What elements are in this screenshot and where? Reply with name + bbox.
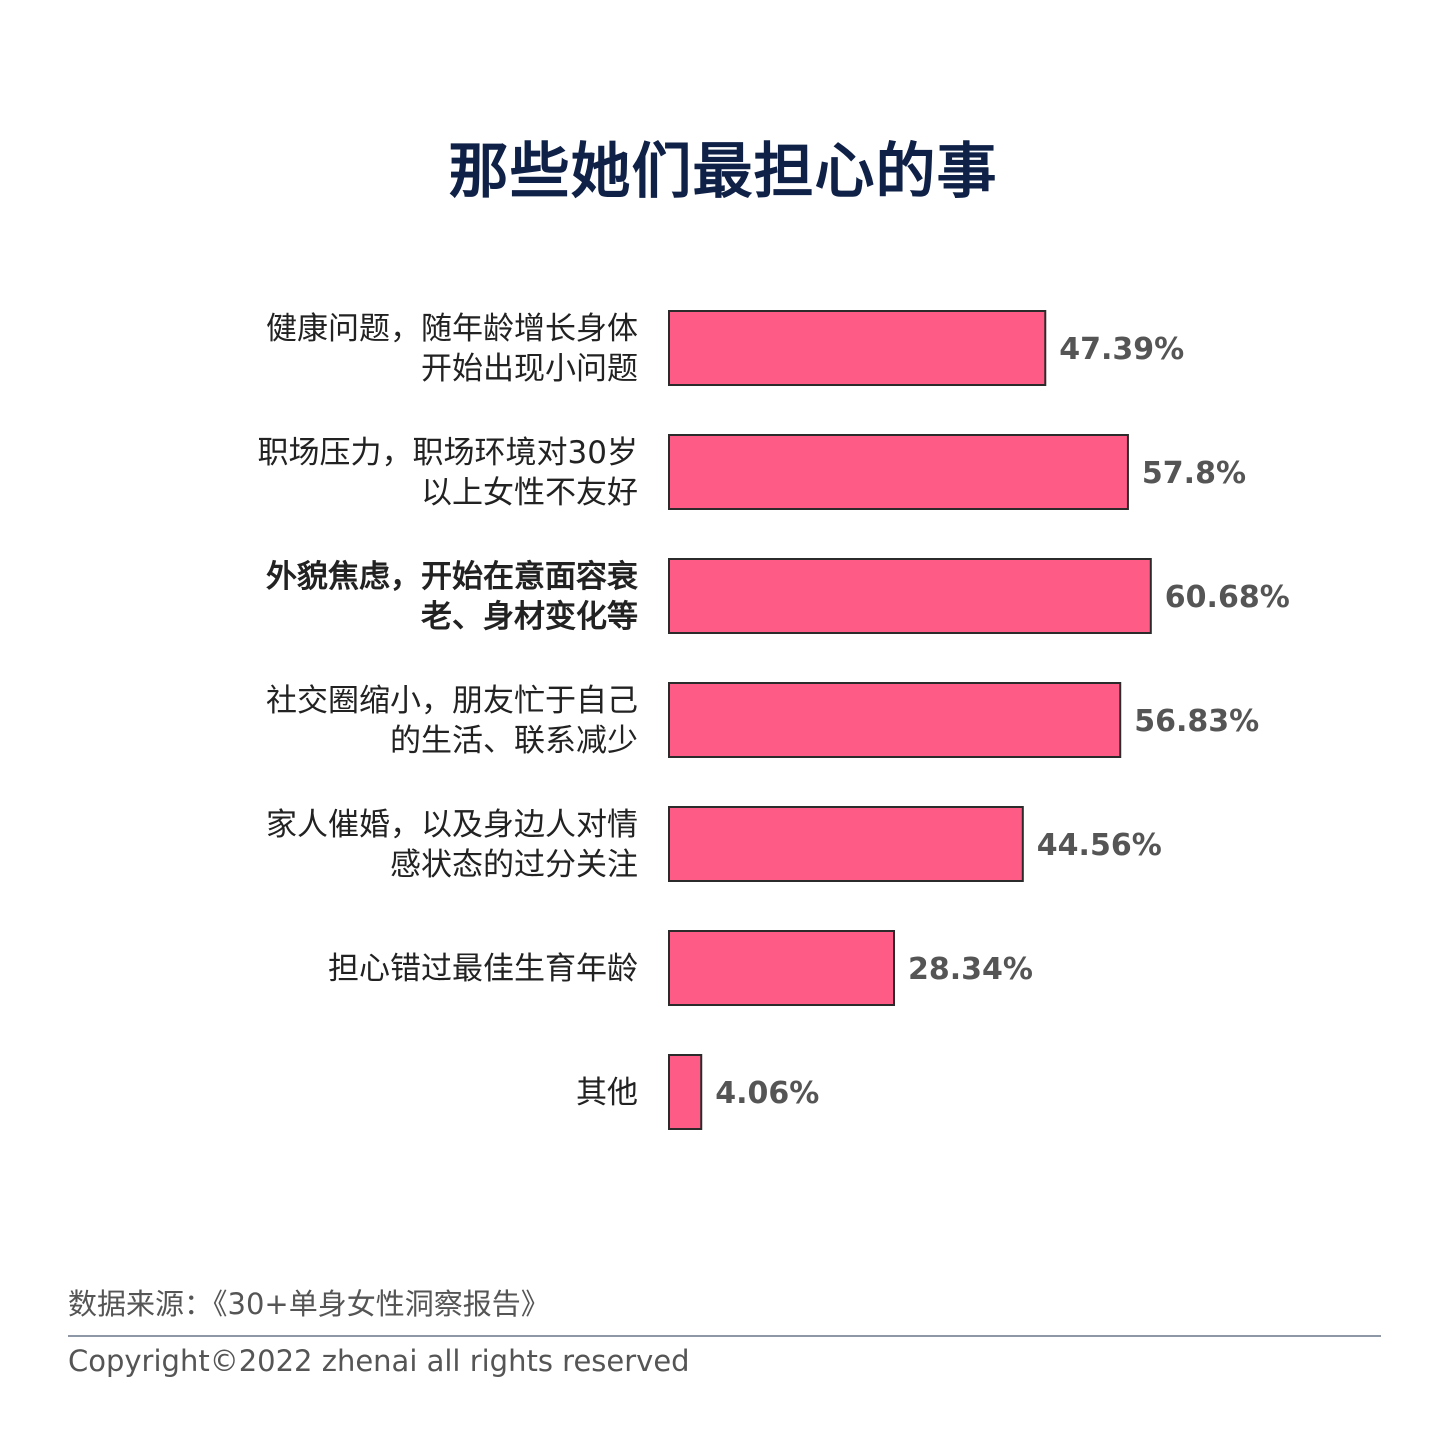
category-label-4: 家人催婚，以及身边人对情感状态的过分关注	[266, 807, 638, 883]
bar-4	[668, 806, 1024, 882]
category-label-line: 老、身材变化等	[421, 599, 638, 635]
category-label-1: 职场压力，职场环境对30岁以上女性不友好	[258, 435, 638, 511]
category-label-line: 开始出现小问题	[421, 351, 638, 387]
bar-1	[668, 434, 1129, 510]
value-label-6: 4.06%	[715, 1076, 819, 1111]
category-label-line: 健康问题，随年龄增长身体	[266, 311, 638, 347]
copyright: Copyright©2022 zhenai all rights reserve…	[68, 1344, 690, 1378]
category-label-3: 社交圈缩小，朋友忙于自己的生活、联系减少	[266, 683, 638, 759]
value-label-1: 57.8%	[1142, 456, 1246, 491]
category-label-0: 健康问题，随年龄增长身体开始出现小问题	[266, 311, 638, 387]
bar-3	[668, 682, 1122, 758]
bar-0	[668, 310, 1047, 386]
category-label-5: 担心错过最佳生育年龄	[328, 951, 638, 987]
category-label-6: 其他	[576, 1075, 638, 1111]
category-label-line: 感状态的过分关注	[390, 847, 638, 883]
bar-chart: 47.39% 健康问题，随年龄增长身体开始出现小问题 57.8% 职场压力，职场环境对…	[258, 310, 1290, 1130]
value-label-2: 60.68%	[1165, 580, 1290, 615]
bar-5	[668, 930, 896, 1006]
category-label-line: 家人催婚，以及身边人对情	[266, 807, 638, 843]
category-label-line: 的生活、联系减少	[390, 723, 638, 759]
value-label-3: 56.83%	[1134, 704, 1259, 739]
value-label-0: 47.39%	[1059, 332, 1184, 367]
category-label-line: 以上女性不友好	[421, 475, 638, 511]
category-label-line: 担心错过最佳生育年龄	[328, 951, 638, 987]
value-label-5: 28.34%	[908, 952, 1033, 987]
category-label-line: 外貌焦虑，开始在意面容衰	[266, 559, 638, 595]
category-label-line: 社交圈缩小，朋友忙于自己	[266, 683, 638, 719]
bar-2	[668, 558, 1152, 634]
category-label-2: 外貌焦虑，开始在意面容衰老、身材变化等	[266, 559, 638, 635]
footer-divider	[68, 1335, 1381, 1337]
category-label-line: 其他	[576, 1075, 638, 1111]
chart-title: 那些她们最担心的事	[448, 137, 998, 207]
data-source: 数据来源：《30+单身女性洞察报告》	[68, 1287, 550, 1321]
category-label-line: 职场压力，职场环境对30岁	[258, 435, 638, 471]
bar-6	[668, 1054, 703, 1130]
value-label-4: 44.56%	[1037, 828, 1162, 863]
